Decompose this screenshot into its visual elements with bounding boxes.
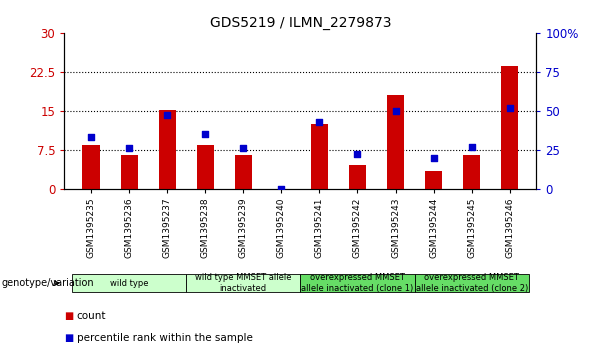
Bar: [235, 155, 252, 189]
Text: ■: ■: [64, 311, 74, 321]
Text: overexpressed MMSET
allele inactivated (clone 2): overexpressed MMSET allele inactivated (…: [416, 273, 528, 293]
Point: [124, 145, 134, 151]
Text: wild type: wild type: [110, 279, 148, 287]
Point: [238, 145, 248, 151]
Point: [390, 108, 400, 114]
Text: genotype/variation: genotype/variation: [1, 278, 94, 288]
Point: [276, 186, 286, 192]
Bar: [425, 171, 442, 189]
Text: overexpressed MMSET
allele inactivated (clone 1): overexpressed MMSET allele inactivated (…: [302, 273, 414, 293]
Bar: [159, 110, 176, 189]
Bar: [82, 144, 99, 189]
Bar: [349, 166, 366, 189]
Bar: [387, 95, 404, 189]
Bar: [311, 124, 328, 189]
Point: [86, 134, 96, 140]
Text: percentile rank within the sample: percentile rank within the sample: [77, 333, 253, 343]
Bar: [197, 144, 214, 189]
Point: [314, 119, 324, 125]
Text: count: count: [77, 311, 106, 321]
Point: [505, 105, 515, 110]
Point: [162, 113, 172, 118]
Point: [352, 151, 362, 157]
Point: [466, 144, 476, 150]
Text: ■: ■: [64, 333, 74, 343]
Bar: [501, 66, 519, 189]
Bar: [463, 155, 480, 189]
Title: GDS5219 / ILMN_2279873: GDS5219 / ILMN_2279873: [210, 16, 391, 30]
Point: [200, 131, 210, 137]
Point: [428, 155, 438, 160]
Text: wild type MMSET allele
inactivated: wild type MMSET allele inactivated: [195, 273, 292, 293]
Bar: [121, 155, 138, 189]
